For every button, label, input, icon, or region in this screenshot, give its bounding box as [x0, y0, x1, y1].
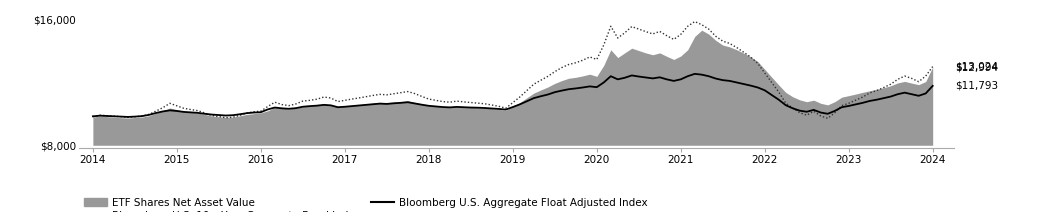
Legend: ETF Shares Net Asset Value, Bloomberg U.S. 10+ Year Corporate Bond Index, Bloomb: ETF Shares Net Asset Value, Bloomberg U.… [84, 198, 648, 212]
Text: $12,994: $12,994 [956, 62, 999, 72]
Text: $11,793: $11,793 [956, 81, 999, 91]
Text: $13,024: $13,024 [956, 62, 999, 72]
